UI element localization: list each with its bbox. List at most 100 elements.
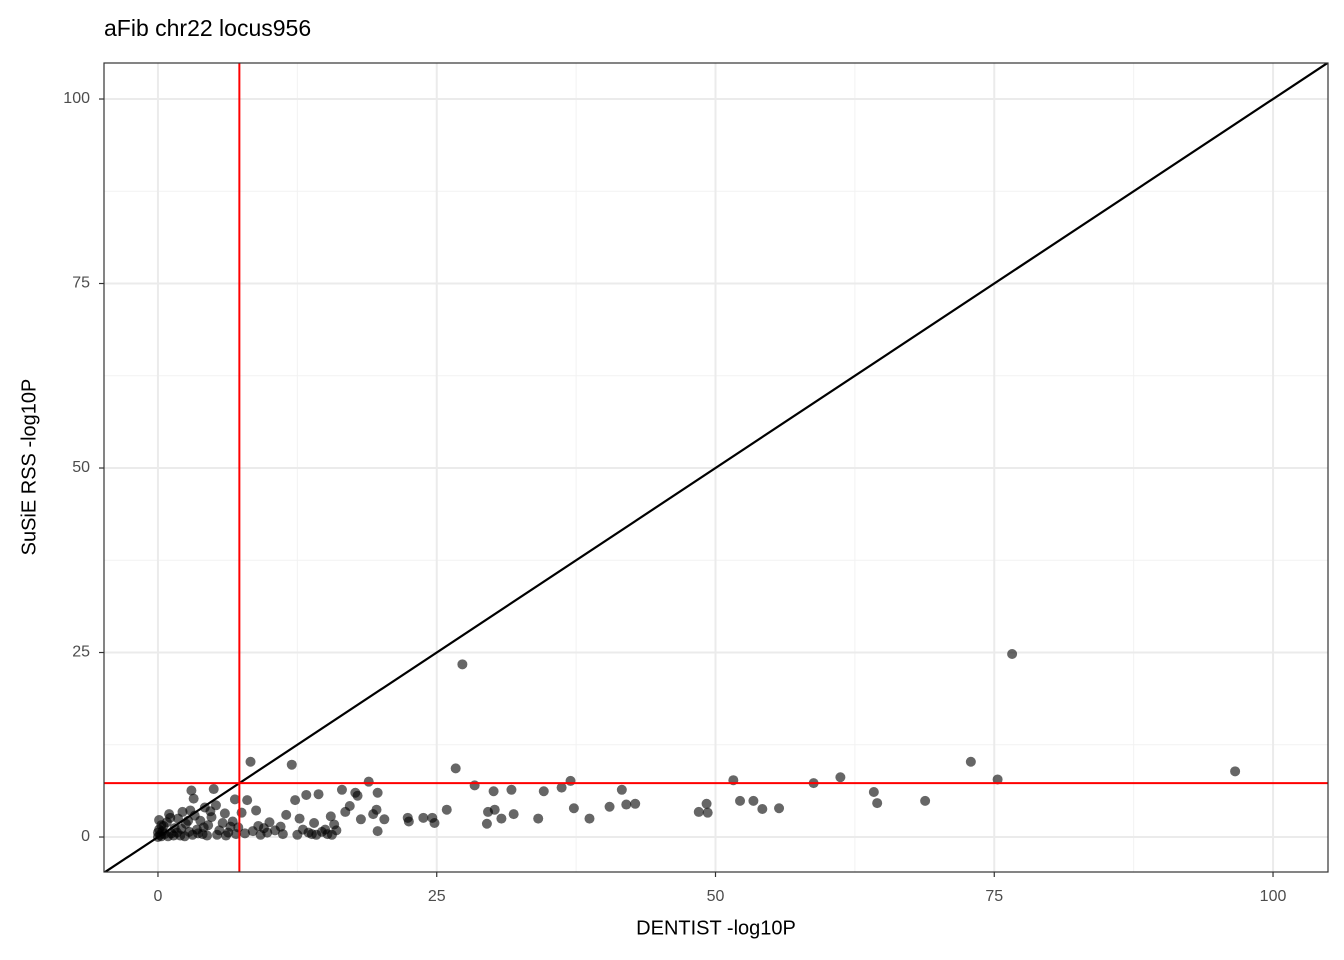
point xyxy=(355,814,366,825)
point xyxy=(352,790,363,801)
point xyxy=(488,786,499,797)
point xyxy=(281,809,292,820)
point xyxy=(264,817,275,828)
point xyxy=(418,812,429,823)
x-tick-label: 100 xyxy=(1260,888,1287,905)
point xyxy=(920,795,931,806)
grid xyxy=(104,63,1328,872)
chart-title: aFib chr22 locus956 xyxy=(104,15,311,41)
point xyxy=(219,808,230,819)
y-axis-title: SuSiE RSS -log10P xyxy=(18,379,40,556)
point xyxy=(208,784,219,795)
point xyxy=(702,807,713,818)
point xyxy=(311,829,322,840)
point xyxy=(198,822,209,833)
point xyxy=(533,813,544,824)
point xyxy=(450,763,461,774)
point xyxy=(177,806,188,817)
y-tick-label: 50 xyxy=(72,459,90,476)
point xyxy=(212,829,223,840)
y-tick-label: 25 xyxy=(72,644,90,661)
point xyxy=(965,756,976,767)
point xyxy=(301,789,312,800)
point xyxy=(508,809,519,820)
point xyxy=(757,803,768,814)
point xyxy=(294,813,305,824)
point xyxy=(326,829,337,840)
point xyxy=(441,804,452,815)
y-tick-label: 100 xyxy=(63,90,90,107)
point xyxy=(236,807,247,818)
point xyxy=(1230,766,1241,777)
point xyxy=(292,829,303,840)
axes: 0 25 50 75 100 0 25 50 75 100 xyxy=(63,90,1286,905)
plot-area xyxy=(104,63,1328,872)
point xyxy=(205,806,216,817)
point xyxy=(188,793,199,804)
point xyxy=(220,830,231,841)
point xyxy=(325,811,336,822)
point xyxy=(835,772,846,783)
point xyxy=(372,787,383,798)
point xyxy=(556,782,567,793)
point xyxy=(1007,648,1018,659)
point xyxy=(621,799,632,810)
point xyxy=(565,775,576,786)
point xyxy=(202,830,213,841)
point xyxy=(496,813,507,824)
point xyxy=(469,780,480,791)
point xyxy=(506,784,517,795)
point xyxy=(262,827,273,838)
point xyxy=(402,812,413,823)
point xyxy=(568,803,579,814)
diagonal-line xyxy=(104,63,1328,872)
point xyxy=(239,828,250,839)
point xyxy=(693,806,704,817)
point xyxy=(774,803,785,814)
point xyxy=(245,756,256,767)
x-tick-label: 75 xyxy=(985,888,1003,905)
point xyxy=(748,795,759,806)
point xyxy=(584,813,595,824)
point xyxy=(489,804,500,815)
point xyxy=(165,812,176,823)
y-tick-label: 0 xyxy=(81,828,90,845)
point xyxy=(229,794,240,805)
point xyxy=(251,805,262,816)
point xyxy=(242,795,253,806)
point xyxy=(217,817,228,828)
point xyxy=(630,798,641,809)
x-tick-label: 50 xyxy=(707,888,725,905)
point xyxy=(179,831,190,842)
point xyxy=(616,784,627,795)
point xyxy=(372,826,383,837)
point xyxy=(185,805,196,816)
point xyxy=(313,789,324,800)
point xyxy=(290,795,301,806)
point xyxy=(183,815,194,826)
point xyxy=(186,785,197,796)
point xyxy=(363,776,374,787)
point xyxy=(371,804,382,815)
point xyxy=(701,798,712,809)
point xyxy=(277,829,288,840)
point xyxy=(604,801,615,812)
x-axis-title: DENTIST -log10P xyxy=(636,917,796,939)
point xyxy=(336,784,347,795)
point xyxy=(868,787,879,798)
point xyxy=(992,774,1003,785)
x-tick-label: 25 xyxy=(428,888,446,905)
point xyxy=(309,817,320,828)
x-tick-label: 0 xyxy=(154,888,163,905)
point xyxy=(872,798,883,809)
point xyxy=(538,786,549,797)
point xyxy=(379,814,390,825)
point xyxy=(457,659,468,670)
point xyxy=(286,759,297,770)
point xyxy=(344,801,355,812)
point xyxy=(481,818,492,829)
point xyxy=(735,795,746,806)
point xyxy=(429,817,440,828)
point xyxy=(225,821,236,832)
